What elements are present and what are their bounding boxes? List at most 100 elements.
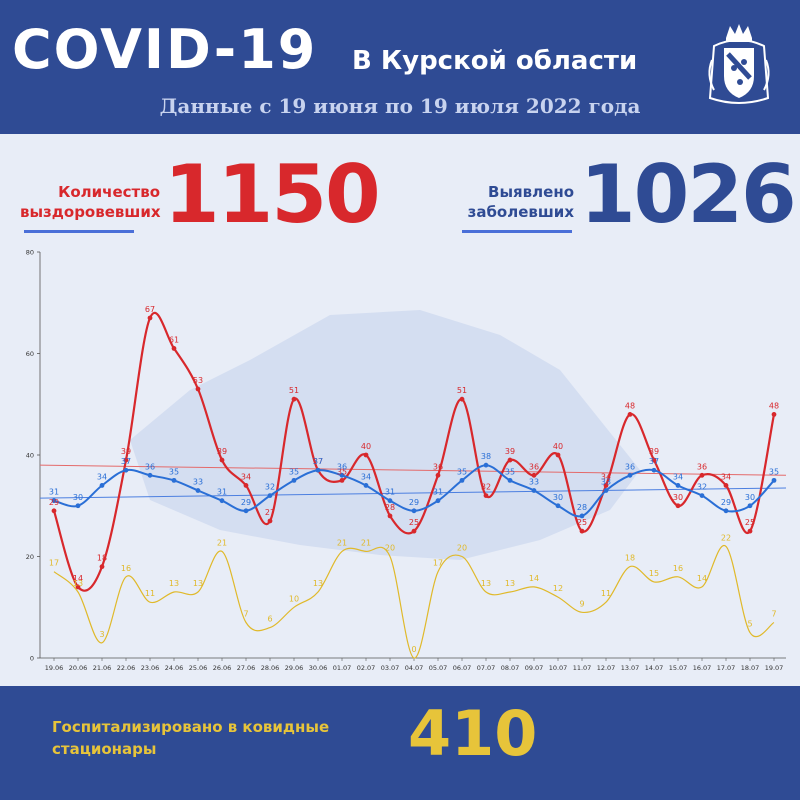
x-tick-label: 08.07 — [501, 664, 520, 672]
recovered-series-value-label: 51 — [457, 386, 467, 395]
detected-series-point — [555, 503, 561, 509]
detected-series-point — [123, 467, 129, 473]
recovered-series-value-label: 35 — [337, 467, 347, 476]
detected-series-value-label: 35 — [769, 467, 779, 476]
detected-series-point — [75, 503, 81, 509]
hospitalized-series-line — [53, 544, 775, 659]
hospitalized-series-value-label: 14 — [697, 574, 707, 583]
x-tick-label: 24.06 — [165, 664, 184, 672]
detected-series-value-label: 30 — [553, 493, 563, 502]
detected-series-point — [531, 488, 537, 493]
x-tick-label: 16.07 — [693, 664, 712, 672]
hospitalized-series-value-label: 11 — [145, 589, 155, 598]
recovered-series-point — [627, 412, 633, 417]
hospitalized-series-value-label: 13 — [481, 579, 491, 588]
detected-series-point — [699, 493, 705, 498]
recovered-series-point — [483, 493, 489, 498]
hospitalized-series-value-label: 10 — [289, 594, 299, 603]
recovered-series-value-label: 34 — [721, 472, 731, 481]
detected-series-point — [387, 498, 393, 504]
hospitalized-series-value-label: 13 — [193, 579, 203, 588]
recovered-series-value-label: 40 — [553, 442, 563, 451]
detected-series-value-label: 29 — [409, 498, 419, 507]
detected-series-value-label: 35 — [457, 467, 467, 476]
detected-series-point — [291, 477, 297, 483]
recovered-series-value-label: 36 — [529, 462, 539, 471]
recovered-series-point — [195, 386, 201, 392]
x-tick-label: 10.07 — [549, 664, 568, 672]
recovered-series-value-label: 28 — [385, 503, 395, 512]
x-tick-label: 17.07 — [717, 664, 736, 672]
header: COVID-19 В Курской области Данные с 19 и… — [0, 0, 800, 134]
recovered-series-point — [147, 315, 153, 321]
recovered-series-value-label: 39 — [505, 447, 515, 456]
recovered-series-point — [51, 508, 57, 514]
recovered-series-value-label: 39 — [121, 447, 131, 456]
hospitalized-series-value-label: 5 — [747, 620, 752, 629]
recovered-series-point — [723, 483, 729, 488]
detected-series-point — [723, 508, 729, 514]
x-tick-label: 11.07 — [573, 664, 592, 672]
x-tick-label: 20.06 — [69, 664, 88, 672]
hospitalized-series-value-label: 13 — [169, 579, 179, 588]
detected-series-value-label: 38 — [481, 452, 491, 461]
detected-series-value-label: 29 — [241, 498, 251, 507]
x-tick-label: 30.06 — [309, 664, 328, 672]
x-tick-label: 01.07 — [333, 664, 352, 672]
kursk-coat-of-arms-icon — [708, 24, 770, 104]
x-tick-label: 02.07 — [357, 664, 376, 672]
recovered-series-point — [675, 503, 681, 509]
recovered-series-value-label: 36 — [433, 462, 443, 471]
detected-series-point — [411, 508, 417, 514]
detected-series-value-label: 30 — [73, 493, 83, 502]
detected-series-point — [603, 488, 609, 493]
recovered-series-value-label: 27 — [265, 508, 275, 517]
recovered-series-value-label: 34 — [241, 472, 251, 481]
recovered-series-value-label: 39 — [649, 447, 659, 456]
recovered-series-point — [579, 528, 585, 534]
x-tick-label: 25.06 — [189, 664, 208, 672]
hospitalized-label: Госпитализировано в ковидные стационары — [52, 718, 330, 758]
recovered-series-value-label: 61 — [169, 335, 179, 344]
x-tick-label: 19.06 — [45, 664, 64, 672]
recovered-series-point — [243, 483, 249, 488]
detected-series-point — [675, 483, 681, 488]
recovered-series-point — [459, 396, 465, 402]
y-tick-label: 60 — [26, 350, 34, 358]
detected-series-value-label: 34 — [97, 472, 107, 481]
detected-series-value-label: 36 — [145, 462, 155, 471]
x-tick-label: 09.07 — [525, 664, 544, 672]
hospitalized-series-value-label: 16 — [121, 564, 131, 573]
x-tick-label: 13.07 — [621, 664, 640, 672]
detected-series-value-label: 37 — [121, 457, 131, 466]
detected-series-point — [99, 483, 105, 488]
hospitalized-series-value-label: 11 — [601, 589, 611, 598]
detected-series-value-label: 31 — [385, 488, 395, 497]
chart-series — [51, 311, 777, 659]
recovered-series-value-label: 32 — [481, 483, 491, 492]
hospitalized-series-value-label: 21 — [337, 538, 347, 547]
recovered-underline — [24, 230, 134, 233]
recovered-series-point — [123, 457, 129, 463]
recovered-series-point — [339, 477, 345, 483]
region-map-silhouette — [130, 310, 640, 560]
hospitalized-series-value-label: 12 — [553, 584, 563, 593]
recovered-series-point — [219, 457, 225, 463]
recovered-series-value-label: 34 — [601, 472, 611, 481]
recovered-label: Количество выздоровевших — [20, 182, 161, 222]
detected-series-point — [219, 498, 225, 504]
x-tick-label: 18.07 — [741, 664, 760, 672]
recovered-series-value-label: 29 — [49, 498, 59, 507]
hospitalized-series-value-label: 20 — [385, 544, 395, 553]
detected-series-value-label: 30 — [745, 493, 755, 502]
detected-series-value-label: 32 — [697, 483, 707, 492]
y-tick-label: 0 — [30, 655, 34, 663]
recovered-series-value-label: 36 — [697, 462, 707, 471]
recovered-series-value-label: 25 — [745, 518, 755, 527]
recovered-series-value-label: 53 — [193, 376, 203, 385]
detected-series-point — [315, 467, 321, 473]
recovered-series-point — [387, 513, 393, 519]
recovered-series-point — [771, 412, 777, 417]
